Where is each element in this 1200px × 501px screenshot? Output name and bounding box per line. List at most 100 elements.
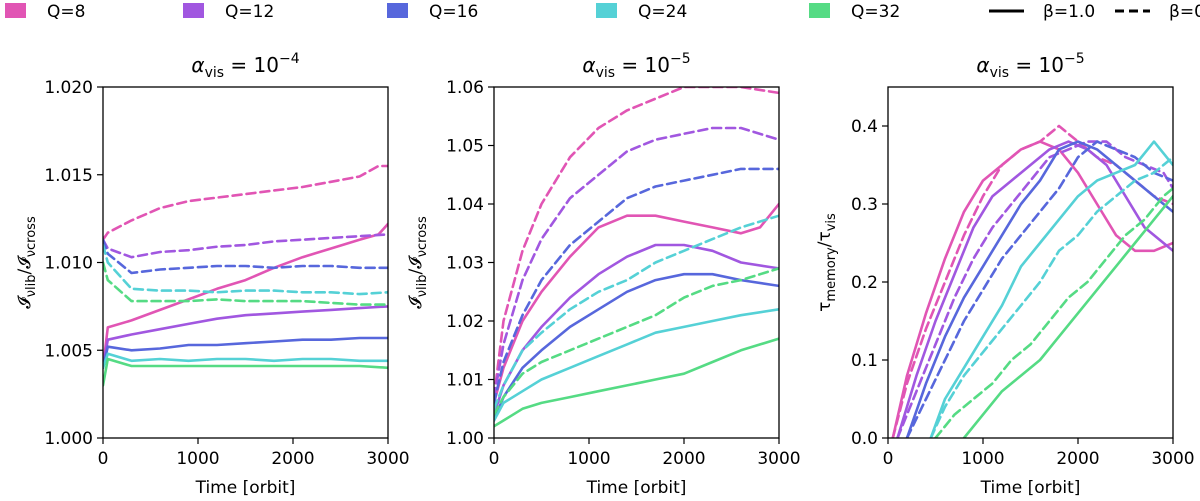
y-axis-label: τmemory/τvis	[815, 213, 839, 312]
y-axis-label: 𝓘νlib/𝓘νcross	[406, 216, 430, 309]
series-line-q16-solid	[103, 336, 388, 370]
series-line-q32-dashed	[103, 261, 388, 306]
axes-frame	[102, 86, 389, 439]
series-line-q32-solid	[494, 337, 779, 428]
legend-label: Q=32	[851, 2, 900, 22]
series-line-q24-dashed	[929, 155, 1173, 438]
legend-label: Q=8	[47, 2, 85, 22]
x-tick-label: 1000	[176, 449, 219, 469]
series-line-q32-dashed	[494, 267, 779, 416]
y-axis-label-part: /τ	[815, 231, 835, 247]
chart-title-part: vis	[205, 65, 224, 81]
x-tick-label: 1000	[961, 449, 1004, 469]
y-tick-label: 1.05	[446, 137, 484, 157]
chart-title-part: = 10	[1009, 53, 1064, 77]
series-line-q32-solid	[962, 194, 1173, 438]
y-tick-label: 1.01	[446, 371, 484, 391]
x-tick-label: 1000	[567, 449, 610, 469]
legend-swatch	[183, 3, 204, 18]
chart-panel-2: 0 1000 2000 3000 1.00 1.01 1.02 1.03 1.04 1.05 1.0…	[406, 51, 801, 498]
y-axis-label-part: νlib	[24, 274, 39, 297]
series-line-q12-solid	[896, 140, 1173, 438]
series-line-q12-dashed	[103, 233, 388, 259]
y-tick-label: 0.2	[851, 273, 878, 293]
x-tick-label: 0	[489, 449, 500, 469]
x-tick-label: 3000	[366, 449, 409, 469]
series-line-q12-solid	[494, 243, 779, 416]
legend-item: Q=32	[809, 2, 900, 22]
y-tick-label: 1.005	[44, 341, 93, 361]
chart-title-part: α	[582, 53, 595, 77]
series-line-q8-solid	[103, 222, 388, 370]
x-tick-label: 2000	[1056, 449, 1099, 469]
x-axis-label: Time [orbit]	[195, 478, 296, 498]
legend-item: Q=8	[5, 2, 85, 22]
y-tick-label: 1.06	[446, 78, 484, 98]
legend-item: Q=24	[596, 2, 687, 22]
y-axis-label-part: /𝓘	[15, 255, 35, 275]
y-axis-label-part: 𝓘	[15, 295, 35, 309]
x-axis-label: Time [orbit]	[980, 478, 1081, 498]
legend-label: Q=16	[429, 2, 478, 22]
y-tick-label: 0.0	[851, 429, 878, 449]
chart-title-part: −5	[1064, 51, 1085, 67]
y-tick-label: 1.00	[446, 429, 484, 449]
legend-item: Q=12	[183, 2, 274, 22]
series-line-q24-solid	[929, 140, 1173, 438]
x-tick-label: 3000	[757, 449, 800, 469]
y-axis-label-part: τ	[815, 302, 835, 312]
y-tick-label: 0.1	[851, 351, 878, 371]
y-axis-label-part: νcross	[24, 216, 39, 257]
y-axis-label-part: /𝓘	[406, 255, 426, 275]
series-line-q32-solid	[103, 357, 388, 387]
x-tick-label: 3000	[1151, 449, 1194, 469]
series-line-q24-dashed	[494, 214, 779, 411]
y-axis-label-part: vis	[824, 213, 839, 231]
legend-swatch	[809, 3, 830, 18]
legend-item: β=0.5	[1115, 2, 1200, 22]
x-tick-label: 0	[98, 449, 109, 469]
y-axis-label: 𝓘νlib/𝓘νcross	[15, 216, 39, 309]
legend: Q=8 Q=12 Q=16 Q=24 Q=32 β=1.0 β=0.5	[5, 2, 1200, 22]
series-line-q12-solid	[103, 305, 388, 370]
chart-title-part: −5	[670, 51, 691, 67]
x-tick-label: 0	[883, 449, 894, 469]
legend-label: Q=12	[225, 2, 274, 22]
series-line-q8-dashed	[494, 87, 779, 399]
chart-title-part: α	[976, 53, 989, 77]
y-tick-label: 1.000	[44, 429, 93, 449]
legend-label: Q=24	[638, 2, 687, 22]
series-group	[891, 124, 1173, 438]
axes-frame	[887, 86, 1174, 439]
series-group	[494, 87, 779, 428]
series-group	[103, 164, 388, 387]
panels: 0 1000 2000 30001.0001.0051.0101.0151.020Ti…	[15, 51, 1195, 498]
series-line-q8-dashed	[891, 124, 1173, 438]
y-axis-label-part: νcross	[415, 216, 430, 257]
y-tick-label: 1.015	[44, 166, 93, 186]
series-line-q12-dashed	[494, 126, 779, 399]
chart-title-part: −4	[279, 51, 300, 67]
y-tick-label: 0.3	[851, 195, 878, 215]
x-tick-label: 2000	[271, 449, 314, 469]
legend-label: β=1.0	[1043, 2, 1095, 22]
y-tick-label: 1.03	[446, 254, 484, 274]
chart-title-part: vis	[990, 65, 1009, 81]
y-tick-label: 1.010	[44, 254, 93, 274]
series-line-q16-solid	[494, 272, 779, 422]
chart-title: αvis = 10−4	[191, 51, 299, 81]
y-tick-label: 1.02	[446, 312, 484, 332]
chart-title-part: vis	[596, 65, 615, 81]
legend-item: β=1.0	[989, 2, 1095, 22]
series-line-q16-solid	[905, 140, 1173, 438]
series-line-q8-solid	[494, 202, 779, 405]
series-line-q8-dashed	[103, 164, 388, 241]
series-line-q16-dashed	[103, 238, 388, 275]
axes-frame	[493, 86, 780, 439]
x-tick-label: 2000	[662, 449, 705, 469]
series-line-q24-dashed	[103, 243, 388, 296]
series-line-q24-solid	[103, 352, 388, 370]
chart-title-part: = 10	[615, 53, 670, 77]
legend-item: Q=16	[387, 2, 478, 22]
